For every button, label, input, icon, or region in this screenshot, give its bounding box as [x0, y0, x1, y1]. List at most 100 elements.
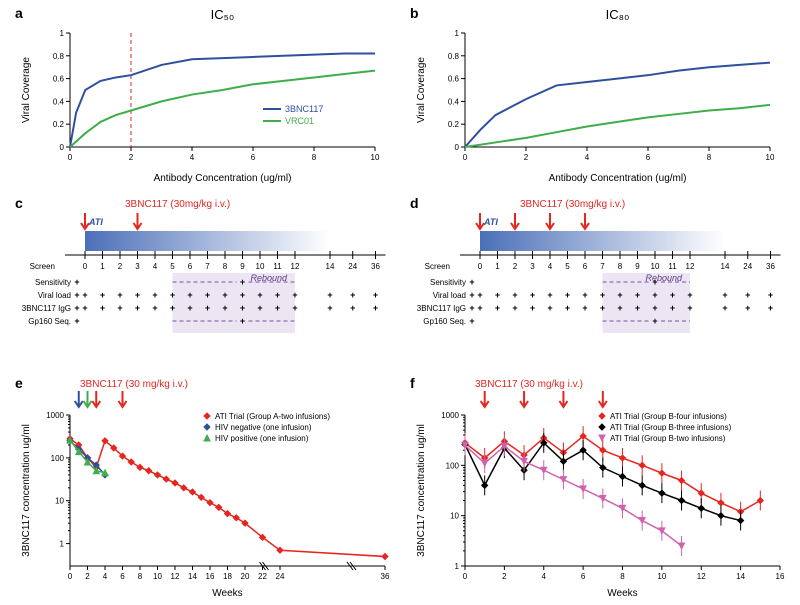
panel-f-label: f: [410, 375, 415, 391]
svg-text:+: +: [117, 290, 122, 300]
svg-text:+: +: [530, 303, 535, 313]
svg-text:2: 2: [513, 262, 518, 271]
svg-text:+: +: [257, 303, 262, 313]
svg-text:+: +: [670, 303, 675, 313]
svg-text:+: +: [469, 277, 474, 287]
svg-text:10: 10: [55, 497, 64, 506]
svg-text:Antibody Concentration (ug/ml): Antibody Concentration (ug/ml): [549, 173, 687, 184]
panel-d: d 3BNC117 (30mg/kg i.v.)ATIRebound012345…: [410, 195, 790, 365]
svg-text:14: 14: [188, 572, 197, 581]
panel-f: f 3BNC117 (30 mg/kg i.v.)024681012141611…: [410, 375, 790, 600]
svg-text:24: 24: [743, 262, 752, 271]
svg-text:14: 14: [736, 572, 745, 581]
svg-text:20: 20: [241, 572, 250, 581]
svg-text:10: 10: [153, 572, 162, 581]
svg-text:10: 10: [256, 262, 265, 271]
svg-text:12: 12: [291, 262, 300, 271]
svg-text:18: 18: [223, 572, 232, 581]
svg-text:+: +: [292, 303, 297, 313]
svg-text:8: 8: [620, 572, 625, 581]
svg-text:+: +: [477, 303, 482, 313]
svg-text:+: +: [170, 290, 175, 300]
panel-e-label: e: [15, 375, 23, 391]
svg-text:+: +: [152, 303, 157, 313]
svg-text:24: 24: [348, 262, 357, 271]
svg-text:+: +: [547, 303, 552, 313]
svg-text:1: 1: [60, 29, 65, 38]
svg-text:+: +: [292, 290, 297, 300]
svg-text:10: 10: [766, 153, 775, 162]
svg-text:2: 2: [524, 153, 529, 162]
svg-text:3: 3: [135, 262, 140, 271]
svg-text:+: +: [512, 303, 517, 313]
svg-text:VRC01: VRC01: [285, 116, 314, 126]
svg-text:+: +: [373, 303, 378, 313]
svg-text:IC₅₀: IC₅₀: [211, 7, 235, 22]
svg-text:6: 6: [581, 572, 586, 581]
svg-text:ATI: ATI: [88, 217, 103, 227]
svg-text:1000: 1000: [46, 411, 64, 420]
svg-text:0: 0: [463, 153, 468, 162]
svg-text:36: 36: [371, 262, 380, 271]
svg-text:+: +: [187, 290, 192, 300]
svg-text:+: +: [530, 290, 535, 300]
svg-text:+: +: [469, 316, 474, 326]
svg-text:+: +: [635, 290, 640, 300]
svg-text:ATI: ATI: [483, 217, 498, 227]
svg-text:1: 1: [495, 262, 500, 271]
panel-e: e 3BNC117 (30 mg/kg i.v.)024681012141618…: [15, 375, 395, 600]
svg-text:+: +: [495, 290, 500, 300]
svg-text:14: 14: [721, 262, 730, 271]
svg-text:36: 36: [381, 572, 390, 581]
svg-text:9: 9: [240, 262, 245, 271]
svg-text:+: +: [152, 290, 157, 300]
svg-text:+: +: [635, 303, 640, 313]
svg-text:+: +: [275, 290, 280, 300]
svg-text:6: 6: [251, 153, 256, 162]
svg-text:8: 8: [138, 572, 143, 581]
svg-text:8: 8: [618, 262, 623, 271]
svg-text:+: +: [275, 303, 280, 313]
svg-text:4: 4: [585, 153, 590, 162]
svg-text:36: 36: [766, 262, 775, 271]
svg-text:6: 6: [120, 572, 125, 581]
svg-text:0.6: 0.6: [53, 75, 65, 84]
svg-text:0: 0: [60, 143, 65, 152]
svg-text:7: 7: [205, 262, 210, 271]
svg-text:+: +: [687, 290, 692, 300]
svg-text:Weeks: Weeks: [607, 588, 637, 599]
svg-text:1: 1: [455, 29, 460, 38]
svg-text:+: +: [495, 303, 500, 313]
svg-text:+: +: [187, 303, 192, 313]
svg-text:Gp160 Seq.: Gp160 Seq.: [28, 317, 71, 326]
svg-text:1: 1: [100, 262, 105, 271]
svg-text:0.8: 0.8: [448, 52, 460, 61]
svg-text:+: +: [512, 290, 517, 300]
svg-text:+: +: [722, 303, 727, 313]
svg-text:8: 8: [312, 153, 317, 162]
svg-text:100: 100: [51, 454, 65, 463]
svg-text:8: 8: [223, 262, 228, 271]
svg-text:8: 8: [707, 153, 712, 162]
svg-text:+: +: [652, 290, 657, 300]
svg-text:+: +: [82, 303, 87, 313]
svg-text:0.8: 0.8: [53, 52, 65, 61]
svg-text:22: 22: [258, 572, 267, 581]
svg-text:+: +: [477, 290, 482, 300]
svg-text:+: +: [565, 290, 570, 300]
svg-text:IC₈₀: IC₈₀: [606, 7, 630, 22]
svg-text:5: 5: [565, 262, 570, 271]
svg-text:6: 6: [583, 262, 588, 271]
svg-text:HIV positive (one infusion): HIV positive (one infusion): [215, 434, 309, 443]
svg-text:+: +: [170, 303, 175, 313]
svg-text:11: 11: [273, 262, 282, 271]
svg-text:+: +: [350, 303, 355, 313]
panel-b-label: b: [410, 5, 419, 21]
svg-text:10: 10: [657, 572, 666, 581]
svg-text:16: 16: [776, 572, 785, 581]
svg-text:12: 12: [686, 262, 695, 271]
svg-text:10: 10: [651, 262, 660, 271]
svg-text:Screen: Screen: [30, 262, 55, 271]
svg-text:3: 3: [530, 262, 535, 271]
svg-text:0: 0: [68, 153, 73, 162]
